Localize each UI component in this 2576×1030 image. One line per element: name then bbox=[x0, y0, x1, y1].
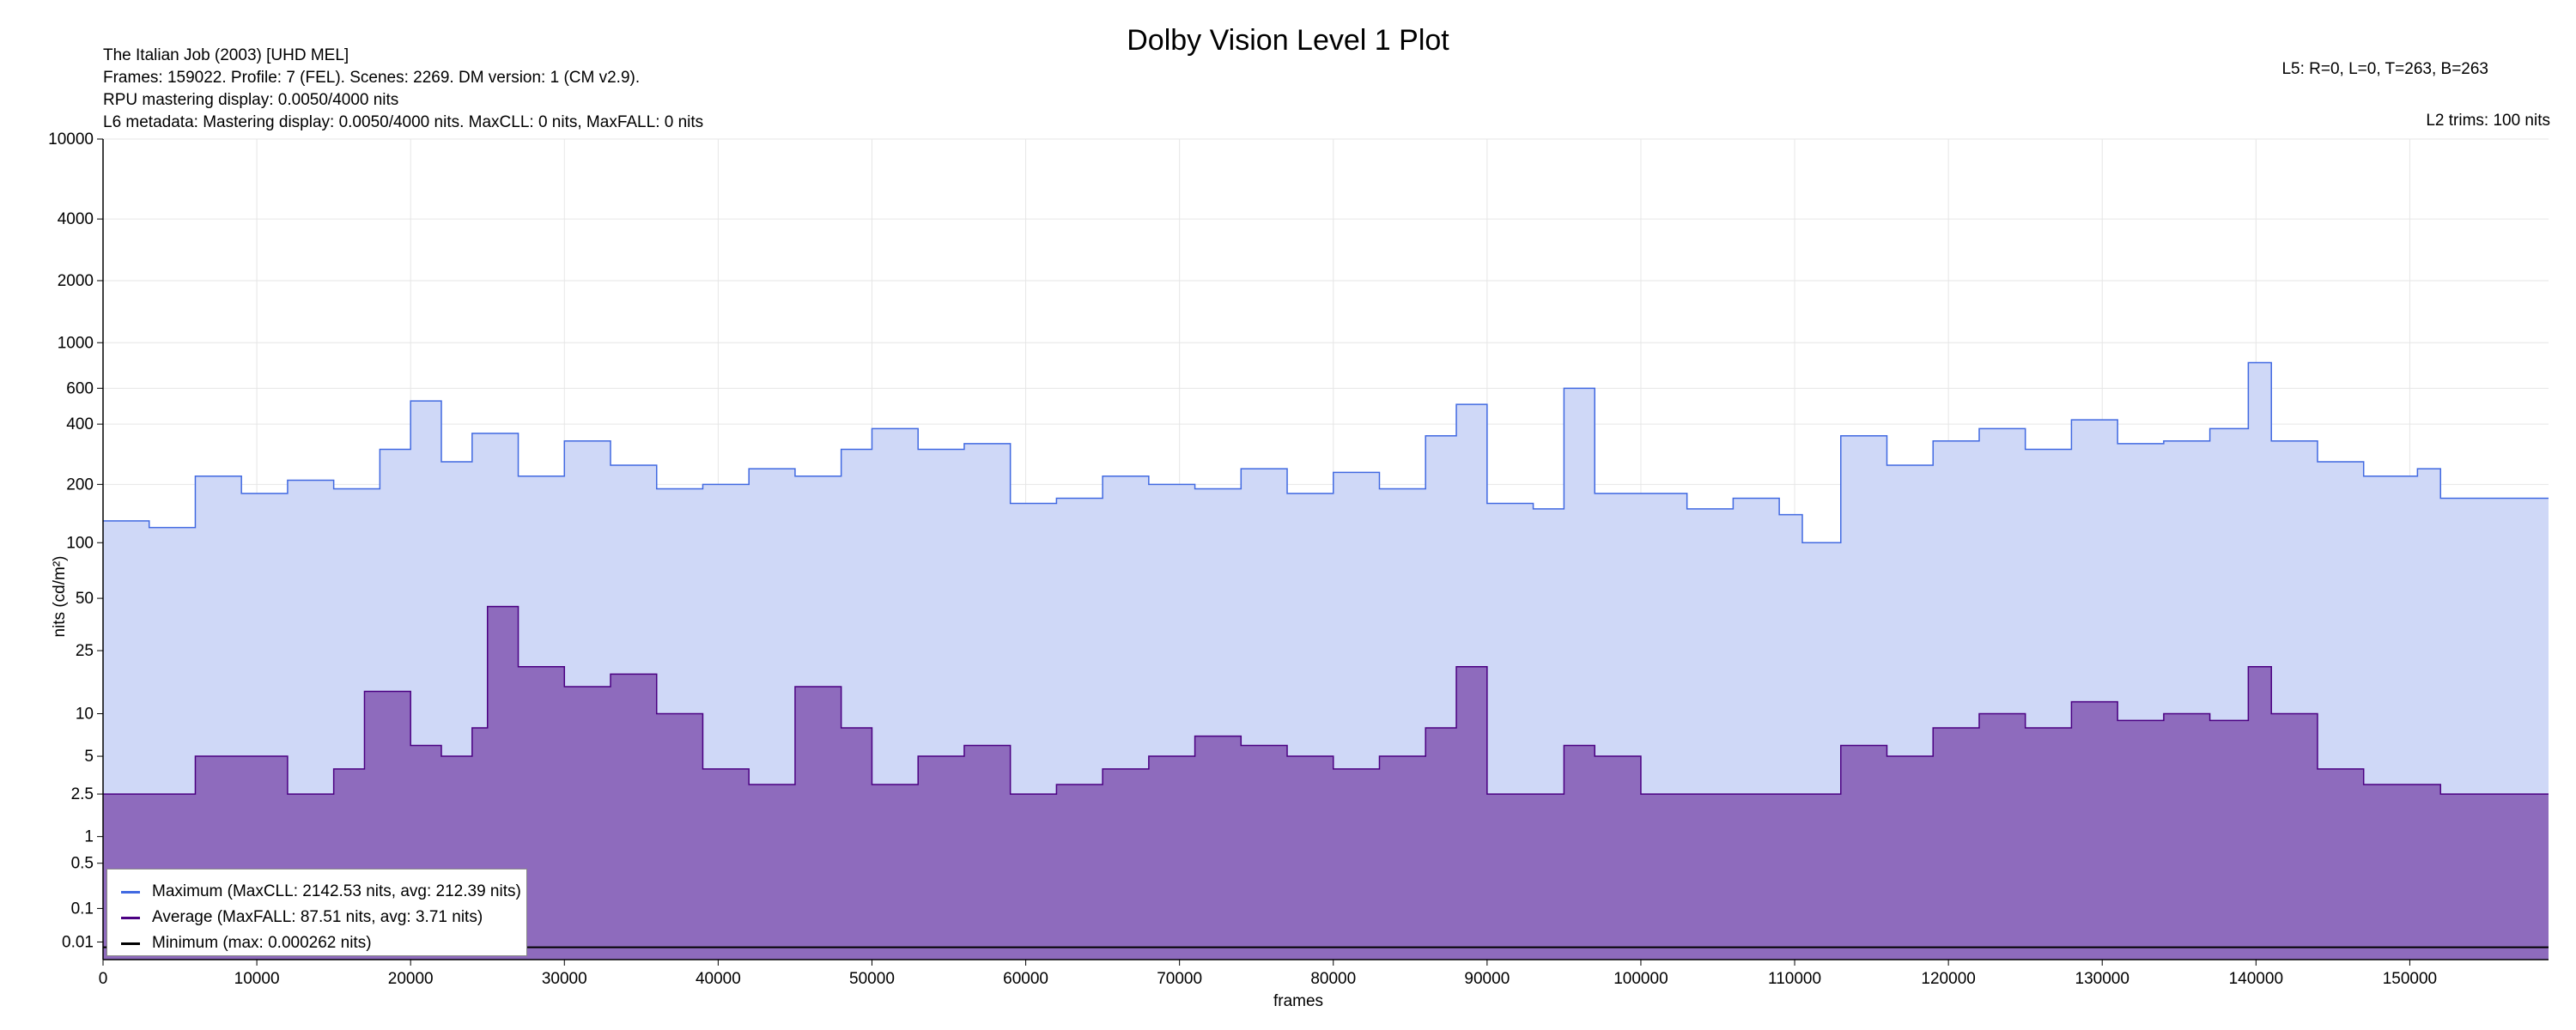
y-tick-label: 25 bbox=[76, 642, 94, 660]
y-tick-label: 4000 bbox=[58, 210, 94, 228]
y-tick-label: 0.5 bbox=[71, 855, 94, 873]
y-tick-label: 0.01 bbox=[62, 933, 94, 951]
media-title: The Italian Job (2003) [UHD MEL] bbox=[103, 46, 349, 64]
legend-swatch-average bbox=[121, 916, 140, 919]
x-tick-label: 70000 bbox=[1157, 970, 1202, 988]
y-tick-label: 5 bbox=[84, 748, 94, 766]
y-tick-label: 2.5 bbox=[71, 785, 94, 803]
x-tick-label: 30000 bbox=[542, 970, 587, 988]
legend-item-minimum: Minimum (max: 0.000262 nits) bbox=[121, 933, 372, 954]
y-tick-label: 400 bbox=[66, 415, 94, 433]
x-tick-label: 0 bbox=[99, 970, 108, 988]
x-tick-label: 20000 bbox=[388, 970, 434, 988]
y-tick-label: 10 bbox=[76, 705, 94, 723]
y-tick-label: 0.1 bbox=[71, 900, 94, 918]
x-tick-label: 140000 bbox=[2229, 970, 2283, 988]
axes: 0 10000 20000 30000 40000 50000 60000 70000 8000… bbox=[48, 130, 2549, 988]
series-average-line bbox=[103, 605, 2549, 795]
y-tick-label: 50 bbox=[76, 590, 94, 608]
x-tick-label: 130000 bbox=[2075, 970, 2129, 988]
y-tick-label: 600 bbox=[66, 379, 94, 397]
legend-label-maximum: Maximum (MaxCLL: 2142.53 nits, avg: 212.… bbox=[152, 882, 521, 900]
l6-metadata-info: L6 metadata: Mastering display: 0.0050/4… bbox=[103, 113, 704, 131]
x-tick-label: 90000 bbox=[1464, 970, 1510, 988]
x-tick-label: 100000 bbox=[1613, 970, 1668, 988]
series-average-area bbox=[103, 606, 2549, 960]
y-tick-label: 2000 bbox=[58, 272, 94, 290]
x-tick-label: 110000 bbox=[1768, 970, 1821, 988]
legend-item-average: Average (MaxFALL: 87.51 nits, avg: 3.71 … bbox=[121, 907, 483, 928]
l2-trims-info: L2 trims: 100 nits bbox=[2426, 112, 2550, 130]
l5-info: L5: R=0, L=0, T=263, B=263 bbox=[2281, 60, 2488, 78]
x-tick-label: 40000 bbox=[696, 970, 741, 988]
frames-info: Frames: 159022. Profile: 7 (FEL). Scenes… bbox=[103, 69, 641, 87]
legend: Maximum (MaxCLL: 2142.53 nits, avg: 212.… bbox=[106, 869, 527, 956]
y-tick-label: 200 bbox=[66, 476, 94, 494]
chart-title: Dolby Vision Level 1 Plot bbox=[1127, 24, 1449, 57]
legend-swatch-maximum bbox=[121, 890, 140, 894]
series-maximum-line bbox=[103, 361, 2549, 544]
y-axis-label: nits (cd/m²) bbox=[51, 555, 69, 638]
y-tick-label: 1000 bbox=[58, 334, 94, 352]
legend-label-average: Average (MaxFALL: 87.51 nits, avg: 3.71 … bbox=[152, 908, 483, 926]
rpu-mastering-info: RPU mastering display: 0.0050/4000 nits bbox=[103, 91, 399, 109]
x-tick-label: 10000 bbox=[234, 970, 280, 988]
x-tick-label: 50000 bbox=[849, 970, 895, 988]
y-tick-label: 1 bbox=[84, 828, 94, 846]
series-layer bbox=[103, 361, 2549, 960]
x-tick-label: 150000 bbox=[2383, 970, 2437, 988]
x-axis-label: frames bbox=[1273, 992, 1324, 1010]
y-tick-label: 10000 bbox=[48, 130, 94, 148]
x-tick-label: 80000 bbox=[1310, 970, 1356, 988]
x-tick-label: 60000 bbox=[1003, 970, 1048, 988]
legend-swatch-minimum bbox=[121, 942, 140, 945]
legend-label-minimum: Minimum (max: 0.000262 nits) bbox=[152, 934, 372, 952]
legend-item-maximum: Maximum (MaxCLL: 2142.53 nits, avg: 212.… bbox=[121, 882, 521, 902]
x-tick-label: 120000 bbox=[1921, 970, 1975, 988]
y-tick-label: 100 bbox=[66, 534, 94, 552]
